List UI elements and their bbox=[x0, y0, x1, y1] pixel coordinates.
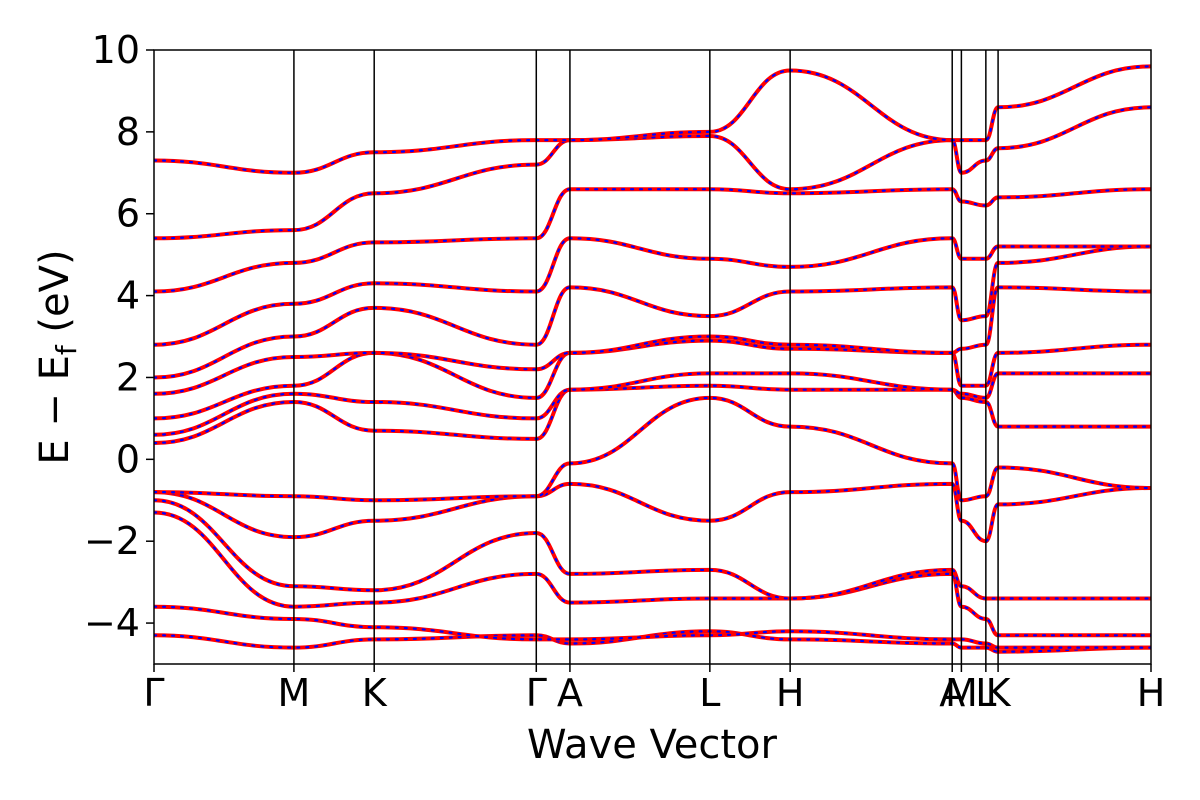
x-axis-label: Wave Vector bbox=[527, 722, 778, 768]
x-tick-label: A bbox=[939, 671, 965, 715]
band-line-red bbox=[154, 236, 1151, 347]
band-line-blue bbox=[154, 384, 1151, 445]
band-line-blue bbox=[154, 630, 1151, 653]
y-axis-label-sub: f bbox=[50, 344, 83, 355]
x-tick-label: Γ bbox=[526, 671, 547, 715]
band-line-blue bbox=[154, 65, 1151, 174]
band-line-red bbox=[154, 604, 1151, 650]
x-tick-label: K bbox=[986, 671, 1012, 715]
x-tick-label: M bbox=[945, 671, 978, 715]
band-line-blue bbox=[154, 499, 1151, 600]
band-line-blue bbox=[154, 605, 1151, 649]
x-tick-label: K bbox=[362, 671, 388, 715]
band-line-red bbox=[154, 395, 1151, 503]
band-line-blue bbox=[154, 372, 1151, 436]
band-line-red bbox=[154, 64, 1151, 175]
band-line-blue bbox=[154, 482, 1151, 543]
y-axis-label: E − Ef (eV) bbox=[32, 249, 83, 464]
kpoint-lines bbox=[293, 50, 999, 664]
y-axis-label-unit: (eV) bbox=[32, 249, 78, 345]
y-tick-label: 8 bbox=[116, 110, 140, 154]
y-axis-label-main: E − E bbox=[32, 355, 78, 465]
y-tick-label: 6 bbox=[116, 192, 140, 236]
y-tick-label: −2 bbox=[84, 519, 140, 563]
y-tick-label: −4 bbox=[84, 601, 140, 645]
x-tick-label: H bbox=[1137, 671, 1166, 715]
x-tick-label: H bbox=[776, 671, 805, 715]
y-tick-label: 0 bbox=[116, 437, 140, 481]
x-tick-label: L bbox=[699, 671, 720, 715]
band-line-blue bbox=[154, 188, 1151, 293]
band-line-red bbox=[154, 510, 1151, 638]
x-tick-label: Γ bbox=[143, 671, 164, 715]
y-tick-label: 2 bbox=[116, 355, 140, 399]
band-line-blue bbox=[154, 286, 1151, 395]
x-tick-label: M bbox=[278, 671, 311, 715]
band-line-blue bbox=[154, 511, 1151, 637]
y-tick-label: 4 bbox=[116, 274, 140, 318]
band-line-red bbox=[154, 481, 1151, 544]
band-line-blue bbox=[154, 396, 1151, 502]
band-line-blue bbox=[154, 106, 1151, 240]
y-axis-ticks: 10 8 6 4 2 0 −2 −4 bbox=[84, 28, 154, 645]
x-tick-label: L bbox=[975, 671, 996, 715]
band-line-blue bbox=[154, 237, 1151, 346]
band-line-red bbox=[154, 187, 1151, 294]
x-tick-label: A bbox=[557, 671, 583, 715]
plot-frame bbox=[153, 49, 1152, 665]
y-tick-label: 10 bbox=[92, 28, 140, 72]
band-line-red bbox=[154, 498, 1151, 601]
bands-layer bbox=[154, 64, 1151, 654]
